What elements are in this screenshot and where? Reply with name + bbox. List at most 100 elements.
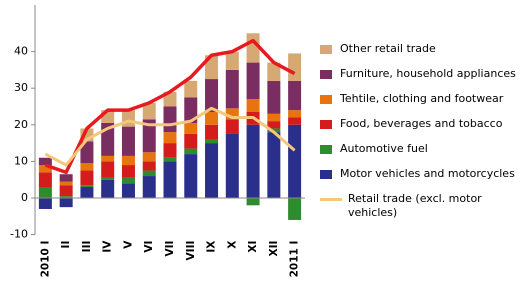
legend-swatch bbox=[320, 198, 342, 201]
legend-swatch bbox=[320, 70, 332, 79]
bar bbox=[246, 198, 260, 206]
bar bbox=[142, 176, 156, 198]
bar bbox=[59, 181, 73, 186]
bar bbox=[267, 113, 281, 122]
bar bbox=[288, 80, 302, 111]
bar bbox=[59, 185, 73, 197]
legend-item: Food, beverages and tobacco bbox=[320, 117, 525, 131]
bar bbox=[121, 155, 135, 166]
legend-item: Retail trade (excl. motor vehicles) bbox=[320, 192, 525, 220]
line bbox=[44, 106, 296, 167]
legend-item: Automotive fuel bbox=[320, 142, 525, 156]
bar bbox=[288, 198, 302, 220]
y-tick-label: -10 bbox=[10, 228, 28, 241]
legend-item: Other retail trade bbox=[320, 42, 525, 56]
bar bbox=[288, 124, 302, 198]
legend-item: Motor vehicles and motorcycles bbox=[320, 167, 525, 181]
legend-item: Tehtile, clothing and footwear bbox=[320, 92, 525, 106]
x-tick-label: X bbox=[226, 241, 238, 249]
x-tick-label: II bbox=[60, 241, 72, 249]
bar bbox=[101, 177, 115, 180]
legend-swatch bbox=[320, 120, 332, 129]
bar bbox=[205, 79, 219, 112]
x-tick-label: III bbox=[81, 241, 93, 253]
bar bbox=[205, 111, 219, 125]
x-tick-label: XII bbox=[268, 241, 280, 257]
bar bbox=[184, 122, 198, 134]
bar bbox=[225, 108, 239, 120]
x-tick-label: 2011 I bbox=[289, 241, 301, 278]
legend-item: Furniture, household appliances bbox=[320, 67, 525, 81]
x-tick-label: VII bbox=[164, 241, 176, 257]
legend-label: Other retail trade bbox=[340, 42, 436, 55]
bar bbox=[288, 110, 302, 118]
x-tick-label: 2010 I bbox=[39, 241, 51, 278]
bar bbox=[205, 139, 219, 144]
bar bbox=[184, 154, 198, 198]
bar bbox=[59, 198, 73, 208]
legend-label: Tehtile, clothing and footwear bbox=[340, 92, 504, 105]
bar bbox=[184, 80, 198, 98]
bar bbox=[225, 69, 239, 109]
bar bbox=[246, 99, 260, 112]
line bbox=[44, 38, 296, 175]
bar bbox=[121, 183, 135, 198]
bar bbox=[205, 124, 219, 140]
bar bbox=[246, 124, 260, 198]
bar bbox=[80, 163, 94, 171]
y-tick-label: 40 bbox=[14, 45, 28, 58]
bar bbox=[121, 177, 135, 184]
bar bbox=[288, 117, 302, 125]
x-tick-label: V bbox=[122, 240, 134, 249]
bar bbox=[163, 157, 177, 162]
x-tick-label: VI bbox=[143, 241, 155, 253]
x-tick-label: XI bbox=[247, 241, 259, 253]
bar bbox=[101, 155, 115, 162]
bar bbox=[225, 119, 239, 134]
y-tick-label: 10 bbox=[14, 154, 28, 167]
legend-label: Automotive fuel bbox=[340, 142, 428, 155]
bar bbox=[288, 53, 302, 81]
bar bbox=[163, 106, 177, 133]
x-tick-label: IX bbox=[206, 241, 218, 253]
bar bbox=[225, 133, 239, 198]
bar bbox=[246, 62, 260, 100]
bar bbox=[184, 97, 198, 123]
bar bbox=[142, 119, 156, 153]
bar bbox=[163, 161, 177, 198]
bar bbox=[184, 133, 198, 149]
bar bbox=[267, 80, 281, 114]
bar bbox=[121, 165, 135, 178]
bar bbox=[80, 170, 94, 186]
legend-swatch bbox=[320, 170, 332, 179]
legend-label: Retail trade (excl. motor vehicles) bbox=[348, 192, 482, 219]
legend-label: Food, beverages and tobacco bbox=[340, 117, 503, 130]
y-tick-label: 0 bbox=[21, 191, 28, 204]
legend-swatch bbox=[320, 95, 332, 104]
bar bbox=[80, 187, 94, 198]
bar bbox=[142, 152, 156, 162]
bar bbox=[38, 165, 52, 173]
x-tick-label: IV bbox=[102, 240, 114, 253]
legend-swatch bbox=[320, 145, 332, 154]
bar bbox=[59, 174, 73, 182]
bar bbox=[38, 198, 52, 209]
bar bbox=[225, 51, 239, 70]
legend-label: Motor vehicles and motorcycles bbox=[340, 167, 515, 180]
x-tick-label: VIII bbox=[185, 241, 197, 261]
bar bbox=[101, 179, 115, 198]
bar bbox=[80, 141, 94, 164]
bar bbox=[142, 161, 156, 171]
bar bbox=[267, 62, 281, 81]
y-tick-label: 20 bbox=[14, 118, 28, 131]
bar bbox=[184, 148, 198, 155]
bar bbox=[80, 185, 94, 188]
bar bbox=[142, 170, 156, 177]
bar bbox=[267, 132, 281, 198]
legend: Other retail trade Furniture, household a… bbox=[320, 42, 525, 231]
bar bbox=[38, 157, 52, 166]
bar bbox=[101, 161, 115, 178]
bar bbox=[38, 172, 52, 188]
